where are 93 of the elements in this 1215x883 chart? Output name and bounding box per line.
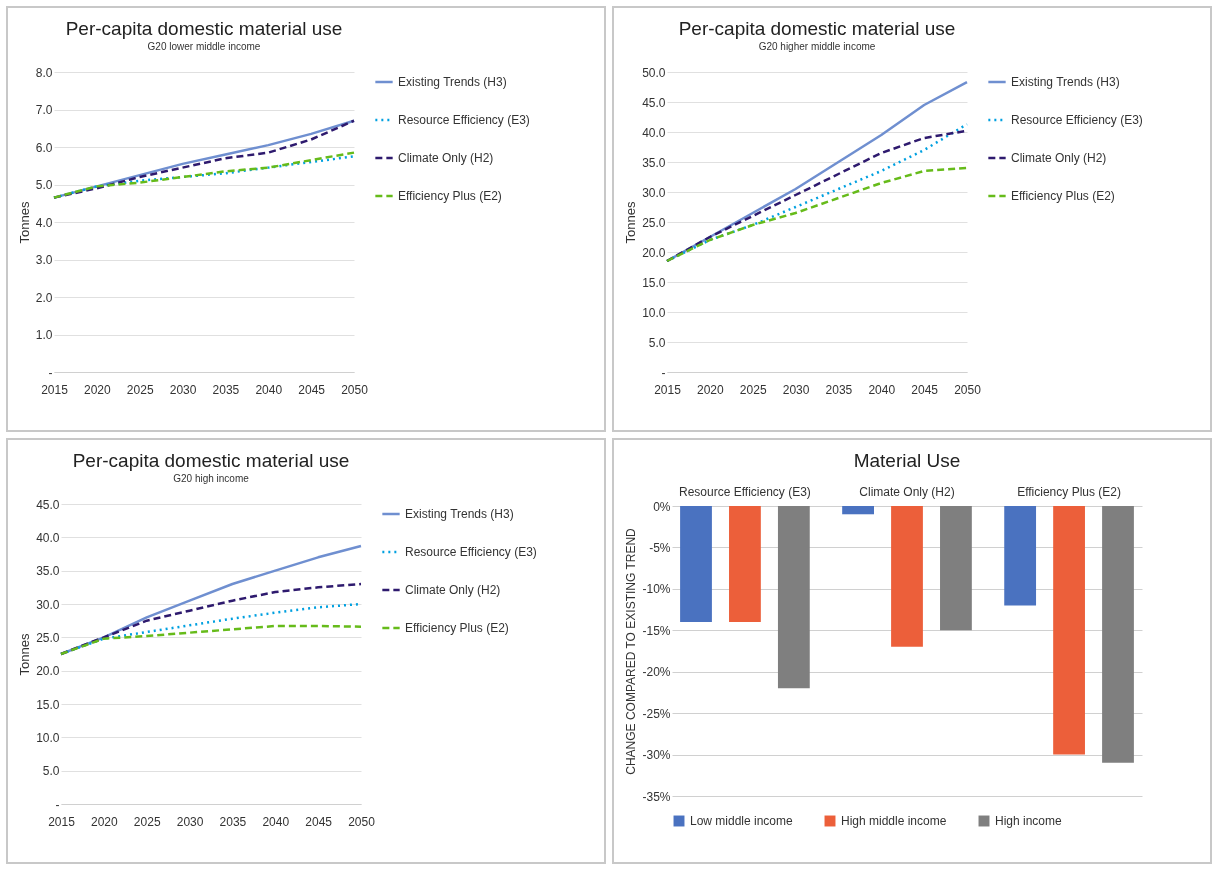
y-tick-label: 2.0: [35, 290, 53, 305]
x-tick-label: Resource Efficiency (E3): [679, 484, 811, 499]
y-tick-label: -15%: [642, 623, 671, 638]
chart-subtitle: G20 high income: [173, 473, 250, 484]
legend-label: Resource Efficiency (E3): [1011, 113, 1143, 127]
y-tick-label: 35.0: [642, 155, 666, 170]
y-tick-label: -: [48, 365, 53, 380]
x-tick-label: 2035: [219, 814, 247, 829]
x-tick-label: 2050: [954, 382, 982, 397]
x-tick-label: 2020: [697, 382, 725, 397]
y-tick-label: -5%: [649, 540, 671, 555]
legend-label: High middle income: [841, 814, 947, 828]
y-tick-label: -25%: [642, 706, 671, 721]
y-tick-label: 40.0: [642, 125, 666, 140]
y-tick-label: 5.0: [42, 764, 60, 779]
x-tick-label: 2040: [255, 382, 283, 397]
y-tick-label: 10.0: [36, 730, 60, 745]
x-tick-label: 2035: [212, 382, 240, 397]
x-tick-label: 2040: [868, 382, 896, 397]
x-tick-label: 2050: [341, 382, 369, 397]
y-tick-label: -10%: [642, 582, 671, 597]
legend-label: Climate Only (H2): [405, 583, 501, 597]
chart-title: Material Use: [853, 450, 961, 471]
y-axis-title: Tonnes: [623, 201, 639, 244]
y-tick-label: 45.0: [642, 95, 666, 110]
y-tick-label: 7.0: [35, 103, 53, 117]
legend-label: Efficiency Plus (E2): [405, 621, 509, 635]
legend-label: Low middle income: [690, 814, 794, 828]
y-tick-label: 20.0: [642, 245, 666, 260]
x-tick-label: 2030: [176, 814, 204, 829]
x-tick-label: 2045: [298, 382, 326, 397]
y-tick-label: 3.0: [35, 253, 53, 267]
y-tick-label: 30.0: [642, 185, 666, 200]
y-tick-label: -30%: [642, 748, 671, 763]
line-series: [59, 624, 363, 656]
x-tick-label: 2025: [133, 814, 161, 829]
x-tick-label: 2015: [654, 382, 682, 397]
legend-label: Existing Trends (H3): [405, 507, 514, 521]
y-tick-label: 5.0: [35, 178, 53, 192]
y-tick-label: 8.0: [35, 65, 53, 80]
x-tick-label: 2025: [739, 382, 767, 397]
x-tick-label: 2045: [911, 382, 939, 397]
y-tick-label: 35.0: [36, 564, 60, 579]
x-tick-label: 2045: [305, 814, 333, 829]
y-tick-label: 0%: [653, 499, 671, 514]
legend-label: High income: [995, 814, 1063, 828]
y-axis-title: Tonnes: [17, 633, 33, 676]
x-tick-label: 2015: [48, 814, 76, 829]
y-tick-label: 1.0: [35, 328, 53, 342]
legend-label: Climate Only (H2): [1011, 151, 1107, 165]
y-tick-label: -: [661, 365, 666, 380]
y-tick-label: 4.0: [35, 215, 53, 230]
legend-label: Existing Trends (H3): [398, 75, 507, 89]
y-tick-label: 45.0: [36, 497, 60, 512]
x-tick-label: 2020: [84, 382, 112, 397]
y-tick-label: 50.0: [642, 65, 666, 80]
legend-label: Efficiency Plus (E2): [398, 189, 502, 203]
x-tick-label: 2030: [782, 382, 810, 397]
y-axis-title: Tonnes: [16, 201, 32, 244]
legend-label: Climate Only (H2): [398, 151, 494, 165]
x-tick-label: 2020: [91, 814, 119, 829]
y-tick-label: -20%: [642, 665, 671, 680]
legend-label: Existing Trends (H3): [1011, 75, 1120, 89]
y-tick-label: -: [55, 797, 60, 812]
chart-subtitle: G20 lower middle income: [147, 41, 261, 52]
y-tick-label: 6.0: [35, 140, 53, 155]
y-tick-label: 5.0: [648, 335, 666, 350]
y-tick-label: -35%: [642, 789, 671, 804]
x-tick-label: Efficiency Plus (E2): [1017, 484, 1121, 499]
y-tick-label: 10.0: [642, 305, 666, 320]
chart-title: Per-capita domestic material use: [72, 450, 350, 471]
x-tick-label: 2040: [262, 814, 290, 829]
y-tick-label: 25.0: [642, 215, 666, 230]
legend-label: Resource Efficiency (E3): [405, 545, 537, 559]
y-tick-label: 15.0: [642, 275, 666, 290]
x-tick-label: 2015: [41, 382, 69, 397]
x-tick-label: 2025: [126, 382, 154, 397]
x-tick-label: 2050: [348, 814, 376, 829]
chart-title: Per-capita domestic material use: [678, 18, 956, 39]
y-tick-label: 20.0: [36, 664, 60, 679]
y-tick-label: 30.0: [36, 597, 60, 612]
line-series: [665, 166, 969, 263]
x-tick-label: 2030: [169, 382, 197, 397]
chart-subtitle: G20 higher middle income: [758, 41, 876, 52]
x-tick-label: Climate Only (H2): [859, 484, 955, 499]
legend-label: Resource Efficiency (E3): [398, 113, 530, 127]
y-tick-label: 25.0: [36, 630, 60, 645]
y-tick-label: 40.0: [36, 530, 60, 545]
x-tick-label: 2035: [825, 382, 853, 397]
legend-label: Efficiency Plus (E2): [1011, 189, 1115, 203]
chart-title: Per-capita domestic material use: [65, 18, 343, 39]
y-axis-title: CHANGE COMPARED TO EXISTING TREND: [624, 527, 639, 775]
y-tick-label: 15.0: [36, 697, 60, 712]
